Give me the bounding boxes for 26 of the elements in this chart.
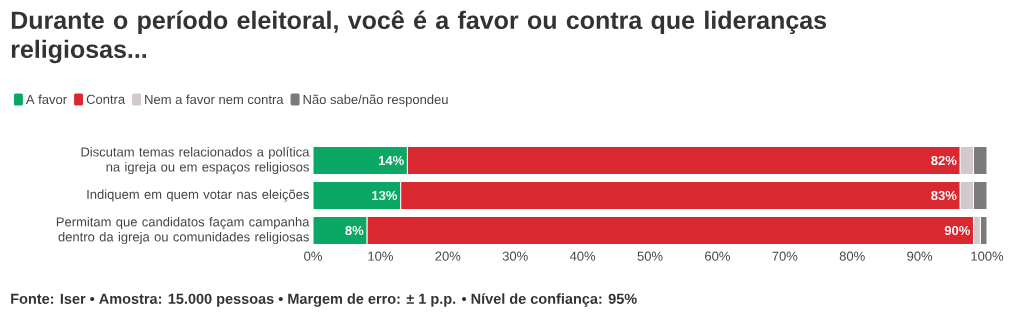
- data-label: 90%: [944, 225, 970, 236]
- chart-title: Durante o período eleitoral, você é a favor ou contra que lideranças religiosas...: [11, 10, 827, 64]
- x-tick-label: 50%: [637, 251, 663, 261]
- y-tick-label: Permitam que candidatos façam campanha dentro da igreja ou comunidades religiosas: [56, 216, 310, 245]
- x-tick-label: 20%: [435, 251, 461, 261]
- x-tick-label: 100%: [971, 251, 1004, 261]
- x-tick-label: 10%: [368, 251, 393, 261]
- x-tick-label: 70%: [772, 251, 798, 261]
- data-label: 13%: [372, 190, 398, 201]
- x-tick-label: 80%: [839, 251, 865, 261]
- y-tick-label: Discutam temas relacionados a política na igreja ou em espaços religiosos: [81, 146, 310, 175]
- source-note: Fonte: Iser • Amostra: 15.000 pessoas • Margem de erro: ± 1 p.p. • Nível de confiança: 95%: [11, 293, 637, 307]
- data-label: 82%: [931, 155, 957, 166]
- x-tick-label: 40%: [569, 251, 596, 261]
- data-label: 14%: [378, 155, 404, 166]
- data-label: 8%: [345, 225, 364, 236]
- x-tick-label: 0%: [304, 251, 322, 261]
- x-tick-label: 90%: [907, 251, 933, 261]
- x-tick-label: 60%: [705, 251, 730, 261]
- legend-label: Contra: [86, 94, 126, 104]
- y-tick-label: Indiquem em quem votar nas eleições: [87, 189, 309, 202]
- legend-label: A favor: [25, 94, 67, 105]
- x-tick-label: 30%: [502, 251, 528, 261]
- data-label: 83%: [931, 190, 957, 201]
- legend-label: Não sabe/não respondeu: [303, 94, 448, 107]
- legend-label: Nem a favor nem contra: [145, 94, 284, 105]
